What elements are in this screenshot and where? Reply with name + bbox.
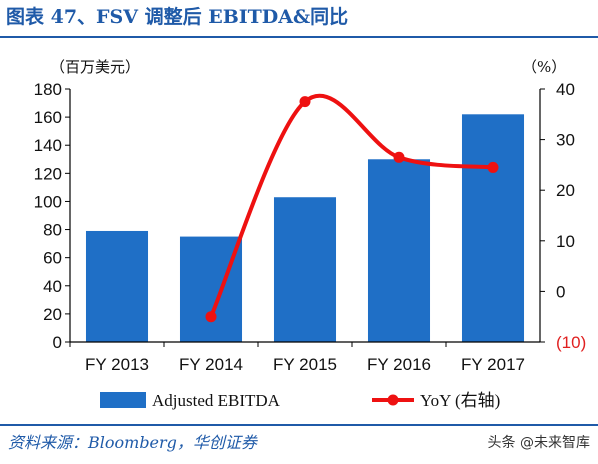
right-tick-label: 20 [556,181,575,200]
legend-line-marker [387,394,399,406]
left-tick-label: 100 [34,192,62,211]
left-tick-label: 120 [34,164,62,183]
legend-line-label: YoY (右轴) [420,391,500,410]
yoy-line [209,93,494,318]
right-tick-label: (10) [556,333,586,352]
left-tick-label: 140 [34,136,62,155]
left-tick-label: 160 [34,108,62,127]
x-tick-label: FY 2013 [85,355,149,374]
source-note: 资料来源：Bloomberg，华创证券 [8,433,257,452]
ebitda-bar [85,230,149,342]
page-title: 图表 47、FSV 调整后 EBITDA&同比 [6,6,349,28]
x-tick-label: FY 2015 [273,355,337,374]
left-tick-label: 0 [53,333,62,352]
x-tick-label: FY 2014 [179,355,243,374]
legend-bar-swatch [100,392,146,408]
yoy-point [205,311,217,323]
left-tick-label: 20 [43,305,62,324]
right-tick-label: 40 [556,80,575,99]
source-divider [0,424,598,426]
ebitda-bar [179,236,243,342]
watermark: 头条 @未来智库 [487,435,590,451]
ebitda-chart: 0 20 40 60 80 100 120 140 160 180 (10) 0 10 20 30 40 FY … [34,80,587,410]
left-tick-label: 40 [43,277,62,296]
x-tick-label: FY 2016 [367,355,431,374]
legend-bar-label: Adjusted EBITDA [152,391,281,410]
left-tick-label: 180 [34,80,62,99]
right-tick-label: 0 [556,282,565,301]
left-tick-label: 80 [43,221,62,240]
ebitda-bar [461,114,525,342]
right-axis-unit: （%） [522,58,567,76]
ebitda-bar [273,197,337,342]
right-tick-label: 30 [556,131,575,150]
title-divider [0,36,598,38]
yoy-point [487,161,499,173]
right-tick-label: 10 [556,232,575,251]
left-tick-label: 60 [43,249,62,268]
x-tick-label: FY 2017 [461,355,525,374]
yoy-point [393,151,405,163]
left-axis-unit: （百万美元） [50,58,141,76]
yoy-point [299,96,311,108]
ebitda-bar [367,159,431,342]
